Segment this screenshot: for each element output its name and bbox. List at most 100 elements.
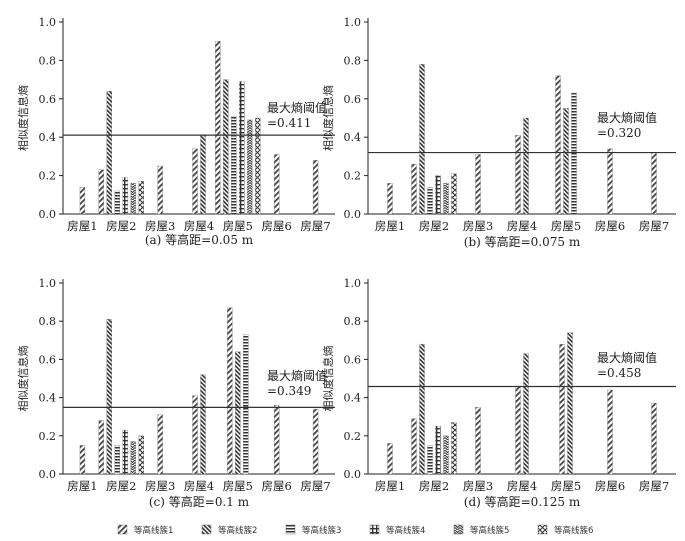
- x-tick-label: 房屋3: [145, 219, 175, 233]
- x-tick-label: 房屋3: [463, 479, 493, 493]
- bar-房屋1-series1: [79, 186, 86, 215]
- y-tick-label: 0.0: [344, 468, 362, 481]
- x-tick-label: 房屋1: [67, 219, 97, 233]
- y-tick-label: 0.8: [39, 315, 57, 328]
- bar-房屋6-series1: [607, 148, 613, 215]
- bar-房屋1-series1: [387, 443, 393, 475]
- bar-房屋5-series6: [255, 117, 261, 215]
- x-tick-label: 房屋1: [375, 479, 405, 493]
- bar-房屋5-series4: [239, 81, 245, 215]
- bar-房屋1-series1: [79, 445, 86, 475]
- panel-caption: (c) 等高距=0.1 m: [149, 494, 250, 509]
- x-tick-label: 房屋6: [262, 479, 292, 493]
- y-tick-label: 0.6: [39, 93, 57, 106]
- x-tick-label: 房屋7: [300, 219, 330, 233]
- y-axis-label: 相似度信息熵: [16, 85, 30, 151]
- y-tick-label: 1.0: [39, 16, 57, 29]
- legend: 等高线簇1 等高线簇2 等高线簇3 等高线簇4 等高线簇5 等高线簇6: [117, 524, 593, 536]
- x-tick-label: 房屋5: [223, 219, 253, 233]
- y-tick-label: 0.4: [344, 131, 362, 144]
- threshold-annotation-title: 最大熵阈值: [597, 110, 657, 125]
- bar-房屋5-series1: [559, 343, 565, 475]
- y-tick-label: 0.4: [39, 392, 57, 405]
- bar-房屋3-series1: [157, 165, 163, 215]
- bar-房屋4-series2: [200, 135, 206, 215]
- bar-房屋4-series1: [192, 148, 198, 215]
- bar-房屋2-series4: [435, 426, 441, 475]
- legend-label-3: 等高线簇3: [302, 525, 341, 536]
- bar-房屋2-series3: [114, 190, 120, 215]
- bar-房屋2-series1: [98, 169, 104, 215]
- x-tick-label: 房屋7: [639, 479, 669, 493]
- bar-房屋5-series2: [563, 108, 569, 215]
- bar-房屋5-series5: [247, 119, 253, 215]
- bar-房屋5-series3: [243, 334, 249, 475]
- y-tick-label: 0.2: [39, 430, 57, 443]
- bar-房屋2-series2: [106, 90, 112, 215]
- y-tick-label: 0.8: [39, 54, 57, 67]
- y-axis-label: 相似度信息熵: [16, 346, 30, 412]
- y-axis-label: 相似度信息熵: [321, 346, 335, 412]
- threshold-annotation-value: =0.458: [597, 366, 641, 380]
- bar-房屋2-series3: [114, 445, 120, 475]
- bar-房屋2-series4: [435, 175, 441, 215]
- bar-房屋5-series1: [555, 75, 561, 215]
- y-tick-label: 0.8: [344, 54, 362, 67]
- bar-房屋5-series2: [567, 332, 573, 475]
- y-tick-label: 0.0: [39, 208, 57, 221]
- bar-房屋2-series5: [443, 183, 449, 215]
- x-tick-label: 房屋5: [551, 219, 581, 233]
- x-tick-label: 房屋1: [375, 219, 405, 233]
- y-axis-label: 相似度信息熵: [321, 85, 335, 151]
- bar-房屋4-series1: [515, 135, 521, 215]
- legend-label-5: 等高线簇5: [470, 525, 509, 536]
- x-tick-label: 房屋4: [184, 479, 214, 493]
- x-tick-label: 房屋6: [262, 219, 292, 233]
- y-tick-label: 0.6: [39, 353, 57, 366]
- legend-swatch-4: [369, 524, 380, 535]
- panel-caption: (d) 等高距=0.125 m: [464, 494, 581, 509]
- panel-caption: (a) 等高距=0.05 m: [145, 232, 254, 247]
- y-tick-label: 0.0: [39, 468, 57, 481]
- y-tick-label: 0.2: [39, 170, 57, 183]
- x-tick-label: 房屋5: [551, 479, 581, 493]
- bar-房屋1-series1: [387, 183, 393, 215]
- y-tick-label: 1.0: [344, 16, 362, 29]
- bar-房屋3-series1: [157, 414, 163, 475]
- y-tick-label: 1.0: [344, 277, 362, 290]
- x-tick-label: 房屋6: [595, 479, 625, 493]
- threshold-annotation-title: 最大熵阈值: [267, 368, 327, 383]
- bar-房屋4-series2: [523, 353, 529, 475]
- panel-caption: (b) 等高距=0.075 m: [464, 234, 581, 249]
- bar-房屋3-series1: [475, 406, 481, 475]
- x-tick-label: 房屋7: [300, 479, 330, 493]
- bar-房屋7-series1: [651, 152, 657, 215]
- bar-房屋7-series1: [312, 160, 319, 215]
- legend-label-1: 等高线簇1: [134, 525, 173, 536]
- bar-房屋4-series2: [200, 374, 206, 475]
- bar-房屋5-series3: [231, 115, 237, 215]
- bar-房屋4-series1: [515, 385, 521, 475]
- bar-房屋5-series2: [235, 351, 241, 475]
- y-tick-label: 0.4: [39, 131, 57, 144]
- bar-房屋5-series3: [571, 92, 577, 215]
- bar-房屋2-series6: [138, 435, 144, 475]
- legend-label-4: 等高线簇4: [386, 525, 425, 536]
- threshold-annotation-value: =0.320: [597, 126, 641, 140]
- bar-房屋2-series6: [451, 422, 457, 475]
- bar-房屋2-series1: [98, 420, 104, 475]
- bar-房屋3-series1: [475, 154, 481, 215]
- bar-房屋4-series1: [192, 395, 198, 475]
- x-tick-label: 房屋2: [419, 479, 449, 493]
- x-tick-label: 房屋6: [595, 219, 625, 233]
- x-tick-label: 房屋4: [507, 219, 537, 233]
- legend-swatch-6: [537, 524, 548, 535]
- bar-房屋4-series2: [523, 117, 529, 215]
- bar-房屋2-series2: [419, 64, 425, 215]
- legend-swatch-2: [201, 524, 212, 535]
- y-tick-label: 0.2: [344, 430, 362, 443]
- legend-swatch-3: [285, 524, 296, 535]
